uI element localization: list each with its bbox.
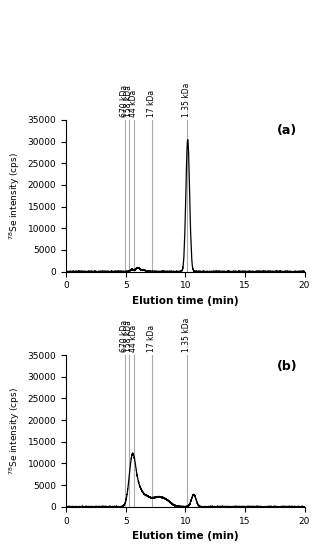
Y-axis label: $^{78}$Se intensity (cps): $^{78}$Se intensity (cps) — [8, 387, 22, 475]
Text: 1.35 kDa: 1.35 kDa — [182, 82, 191, 117]
Y-axis label: $^{78}$Se intensity (cps): $^{78}$Se intensity (cps) — [8, 152, 22, 240]
Text: 44 kDa: 44 kDa — [129, 325, 138, 352]
Text: 158 kDa: 158 kDa — [124, 320, 133, 352]
Text: 17 kDa: 17 kDa — [148, 90, 157, 117]
Text: 670 kDa: 670 kDa — [120, 320, 129, 352]
Text: (a): (a) — [277, 124, 297, 137]
Text: 1.35 kDa: 1.35 kDa — [182, 318, 191, 352]
Text: (b): (b) — [277, 360, 297, 373]
X-axis label: Elution time (min): Elution time (min) — [132, 296, 239, 306]
Text: 670 kDa: 670 kDa — [120, 84, 129, 117]
X-axis label: Elution time (min): Elution time (min) — [132, 531, 239, 541]
Text: 44 kDa: 44 kDa — [129, 89, 138, 117]
Text: 17 kDa: 17 kDa — [148, 325, 157, 352]
Text: 158 kDa: 158 kDa — [124, 85, 133, 117]
